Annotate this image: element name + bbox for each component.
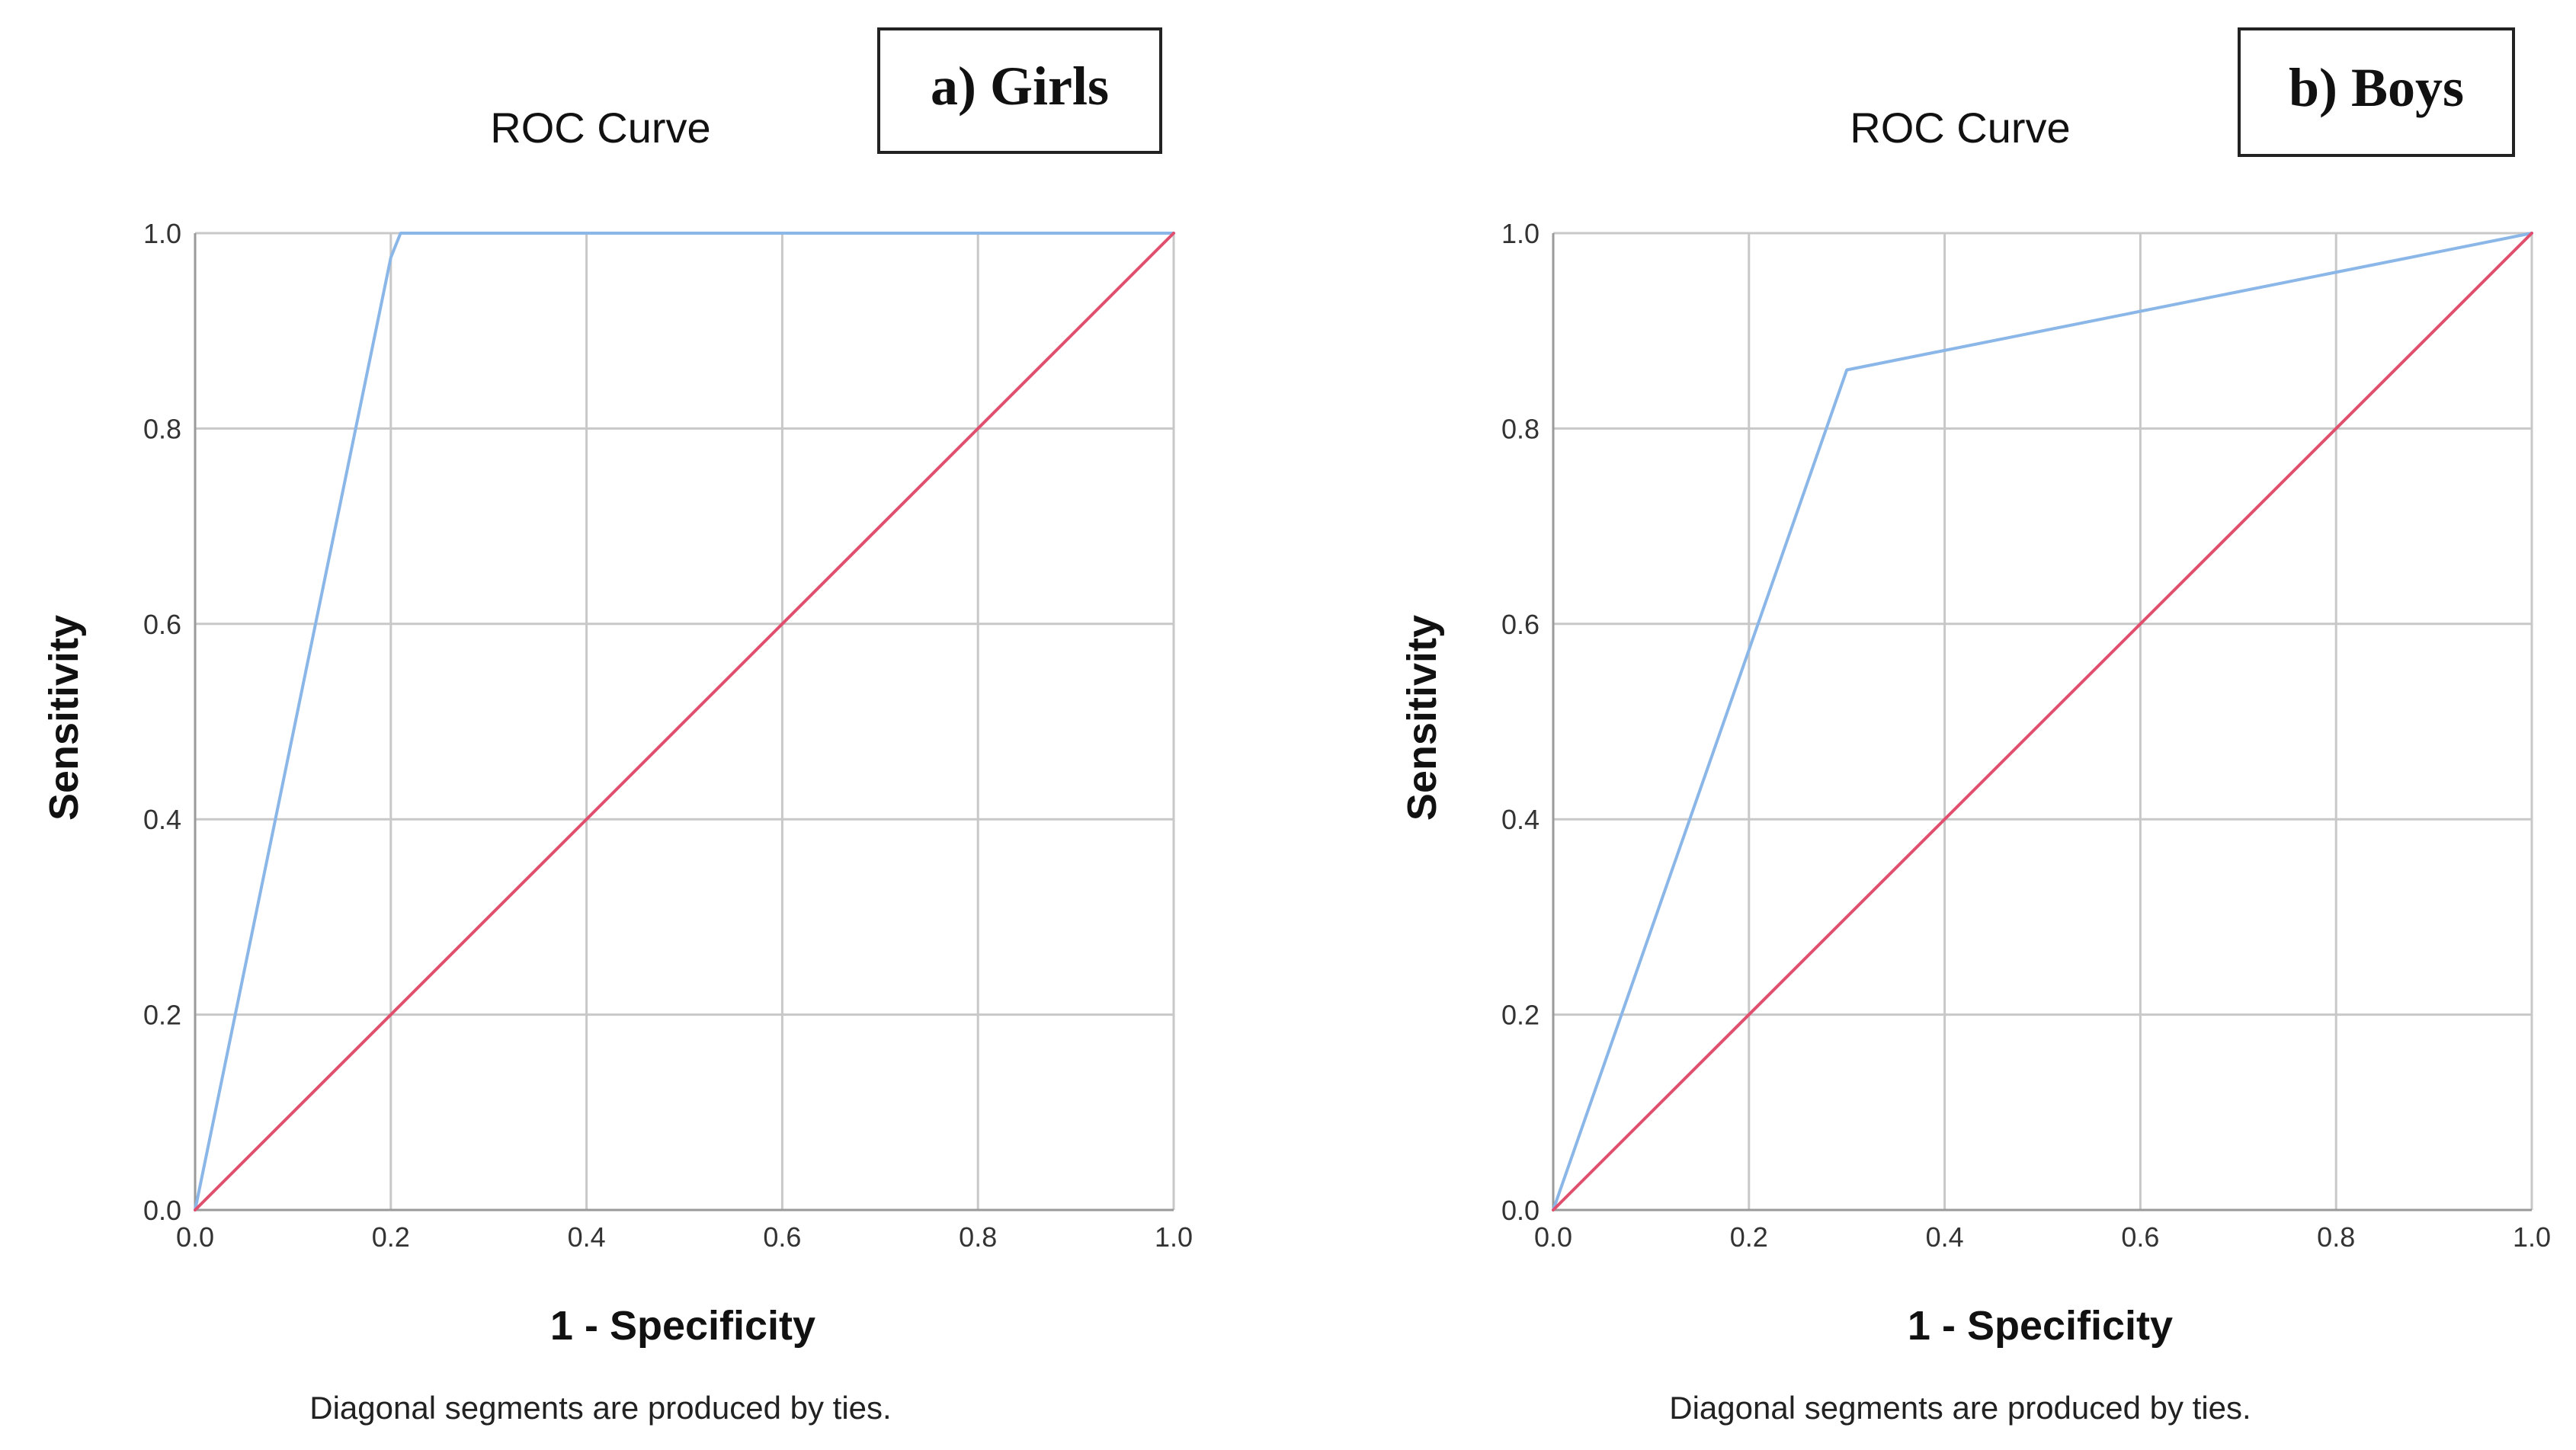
footnote: Diagonal segments are produced by ties. xyxy=(309,1390,891,1426)
badge-frame xyxy=(877,27,1162,154)
x-tick-label: 0.2 xyxy=(372,1221,410,1253)
y-tick-label: 0.4 xyxy=(143,804,181,835)
y-tick-label: 1.0 xyxy=(1501,218,1540,249)
x-axis-label: 1 - Specificity xyxy=(1908,1303,2173,1349)
y-tick-label: 0.0 xyxy=(143,1195,181,1226)
x-tick-label: 0.4 xyxy=(568,1221,606,1253)
reference-diagonal-line xyxy=(194,232,1175,1212)
y-tick-label: 0.8 xyxy=(143,413,181,444)
chart-title: ROC Curve xyxy=(1850,104,2070,152)
x-tick-label: 0.6 xyxy=(763,1221,801,1253)
x-tick-label: 0.4 xyxy=(1926,1221,1964,1253)
y-tick-label: 0.6 xyxy=(1501,609,1540,640)
panel-boys: b) Boys ROC Curve 0.0 0.2 0.4 0.6 0.8 1.00.00… xyxy=(1399,27,2551,1426)
panel-girls: a) Girls ROC Curve 0.0 0.2 0.4 0.6 0.8 1.00.0… xyxy=(41,27,1193,1426)
footnote: Diagonal segments are produced by ties. xyxy=(1669,1390,2251,1426)
y-tick-label: 0.2 xyxy=(1501,1000,1540,1031)
x-tick-label: 1.0 xyxy=(1155,1221,1193,1253)
x-tick-label: 0.6 xyxy=(2121,1221,2159,1253)
plot-area: 0.0 0.2 0.4 0.6 0.8 1.0 0.0 0.2 0.4 0.6 0.8 1.0 xyxy=(1501,218,2551,1253)
x-tick-label: 0.2 xyxy=(1730,1221,1768,1253)
x-tick-label: 0.0 xyxy=(1534,1221,1572,1253)
x-axis-label: 1 - Specificity xyxy=(550,1303,815,1349)
x-tick-label: 0.8 xyxy=(2317,1221,2355,1253)
x-tick-label: 1.0 xyxy=(2513,1221,2551,1253)
y-tick-label: 0.8 xyxy=(1501,413,1540,444)
y-axis-label: Sensitivity xyxy=(1399,615,1445,821)
panel-badge: b) Boys xyxy=(2289,57,2464,118)
roc-curve-line xyxy=(1552,232,2533,1212)
x-tick-label: 0.0 xyxy=(176,1221,214,1253)
y-tick-label: 0.2 xyxy=(143,1000,181,1031)
plot-area: 0.0 0.2 0.4 0.6 0.8 1.0 0.0 0.2 0.4 0.6 0.8 1.0 xyxy=(143,218,1193,1253)
badge-frame xyxy=(2238,27,2515,157)
y-tick-label: 1.0 xyxy=(143,218,181,249)
y-tick-label: 0.4 xyxy=(1501,804,1540,835)
y-axis-label: Sensitivity xyxy=(41,615,87,821)
y-tick-label: 0.0 xyxy=(1501,1195,1540,1226)
panel-badge: a) Girls xyxy=(931,56,1109,117)
y-tick-label: 0.6 xyxy=(143,609,181,640)
x-tick-label: 0.8 xyxy=(959,1221,997,1253)
roc-curve-line xyxy=(194,232,1175,1212)
reference-diagonal-line xyxy=(1552,232,2533,1212)
chart-title: ROC Curve xyxy=(490,104,710,152)
